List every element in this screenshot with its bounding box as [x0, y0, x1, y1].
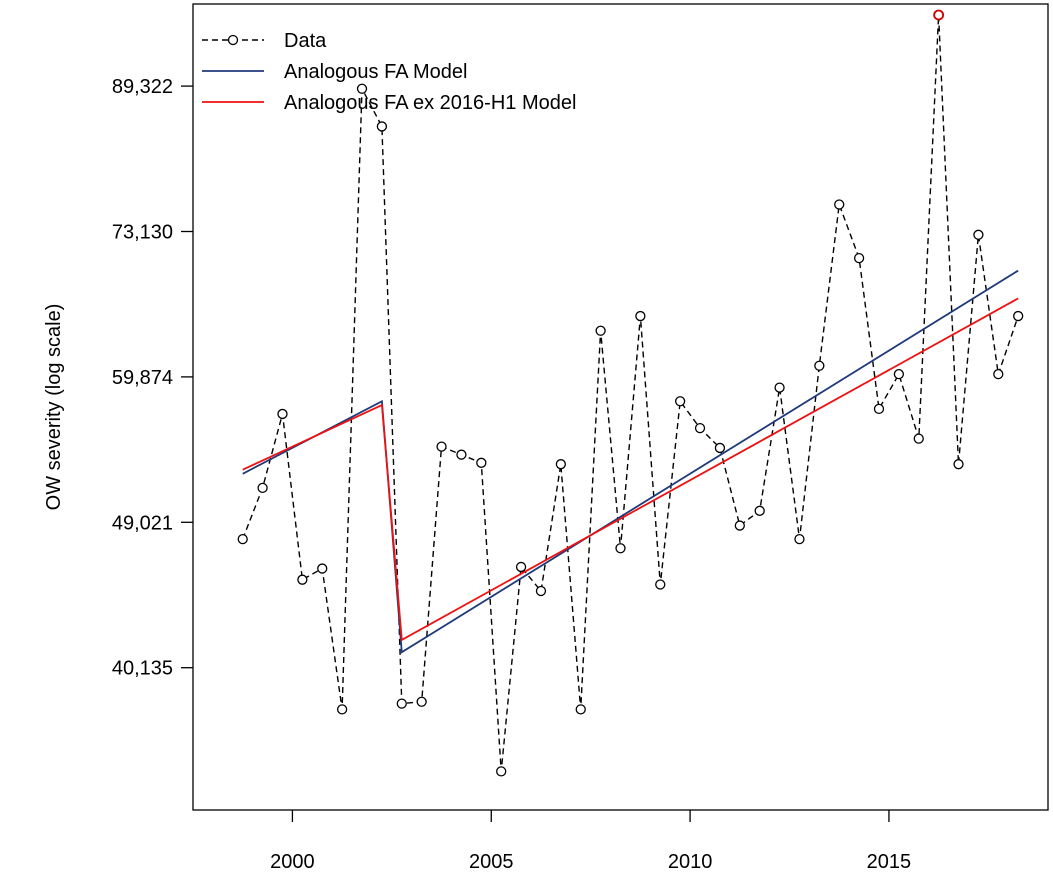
data-point: [336, 704, 348, 715]
data-point: [615, 543, 626, 554]
data-point: [893, 369, 905, 380]
data-point: [237, 533, 248, 545]
data-point: [694, 422, 706, 434]
data-series-line: [242, 14, 1019, 772]
data-point: [515, 561, 527, 573]
data-point: [873, 403, 885, 414]
data-point: [834, 199, 845, 210]
fa-model-line: [242, 269, 1019, 654]
y-tick-label: 40,135: [112, 658, 173, 680]
data-point: [655, 579, 666, 590]
y-tick-label: 49,021: [112, 512, 173, 534]
x-tick-label: 2000: [270, 851, 315, 873]
data-point: [714, 442, 726, 454]
data-point: [774, 382, 785, 393]
data-point: [754, 505, 765, 516]
data-point: [973, 229, 984, 240]
series-layer: [237, 9, 1024, 777]
data-point: [675, 396, 686, 407]
data-point: [535, 585, 547, 597]
data-point: [376, 121, 388, 132]
x-tick-label: 2015: [867, 851, 912, 873]
data-point: [794, 533, 805, 545]
y-axis-title: OW severity (log scale): [43, 304, 65, 511]
data-point: [814, 360, 825, 371]
data-point: [297, 574, 308, 585]
data-point: [456, 449, 467, 460]
legend-label: Analogous FA Model: [284, 61, 467, 83]
legend: Data Analogous FA Model Analogous FA ex 20…: [202, 30, 576, 114]
data-point: [1013, 310, 1024, 322]
y-axis: 40,135 49,021 59,874 73,130 89,322: [112, 76, 193, 680]
data-point: [635, 310, 646, 322]
data-point: [933, 9, 945, 21]
data-point: [734, 520, 745, 531]
y-tick-label: 89,322: [112, 76, 173, 98]
x-tick-label: 2010: [668, 851, 713, 873]
data-point: [496, 766, 507, 777]
data-point: [476, 457, 487, 468]
data-point: [853, 252, 865, 264]
legend-marker-data: [227, 34, 239, 46]
fa-ex-model-line: [242, 297, 1019, 642]
data-point: [257, 482, 268, 493]
data-point: [993, 369, 1004, 380]
legend-label: Data: [284, 30, 327, 52]
data-point: [396, 698, 407, 709]
x-tick-label: 2005: [469, 851, 514, 873]
data-point: [555, 459, 566, 470]
x-axis: 2000 2005 2010 2015: [270, 810, 911, 873]
data-point: [436, 441, 447, 452]
data-point: [317, 563, 328, 574]
data-point: [277, 408, 288, 420]
data-point: [575, 704, 586, 715]
y-tick-label: 59,874: [112, 367, 173, 389]
legend-label: Analogous FA ex 2016-H1 Model: [284, 92, 576, 114]
data-point: [356, 83, 368, 94]
data-point: [595, 325, 606, 336]
data-point: [953, 459, 964, 470]
data-point: [913, 433, 924, 444]
y-tick-label: 73,130: [112, 222, 173, 244]
data-point: [416, 696, 427, 707]
plot-frame: [192, 3, 1049, 811]
